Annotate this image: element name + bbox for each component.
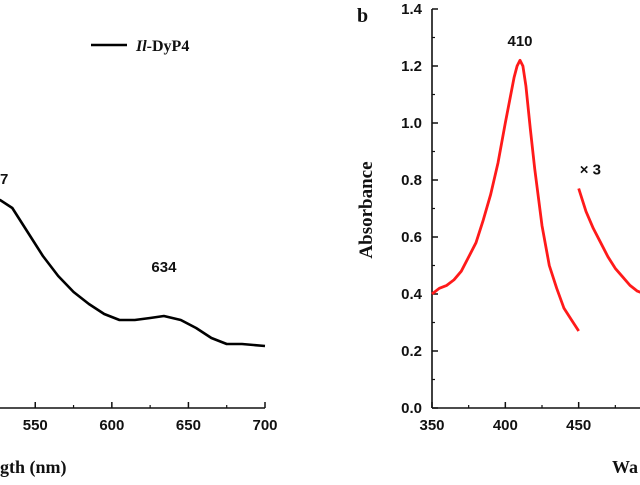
panel-b-annotation-3: × 3 (580, 161, 601, 178)
panel-b-x-axis-title: Wa (612, 457, 638, 477)
panel-b-x-ticks: 350 400 450 (419, 402, 616, 434)
panel-a-legend: Il-DyP4 (91, 38, 189, 55)
panel-a-x-tick-label-700: 700 (252, 417, 277, 434)
panel-b-y-tick-label-0-6: 0.6 (401, 229, 422, 246)
panel-a-x-ticks: 550 600 650 700 (23, 402, 278, 434)
panel-b-y-ticks: 0.0 0.2 0.4 0.6 0.8 1.0 1.2 1.4 (401, 1, 438, 417)
panel-a-x-tick-label-600: 600 (99, 417, 124, 434)
panel-a-annotation-634: 634 (151, 259, 177, 276)
panel-b: b 350 400 450 0.0 0.2 0.4 0.6 0.8 1.0 1.2 1.4 Abs… (356, 1, 640, 477)
panel-b-x-tick-label-350: 350 (419, 417, 444, 434)
panel-a-annotations: 27 634 (0, 171, 177, 276)
panel-b-y-tick-label-1-2: 1.2 (401, 58, 422, 75)
legend-label-il-dyp4: Il-DyP4 (135, 38, 189, 55)
legend-label-italic: Il (135, 38, 147, 55)
panel-b-y-tick-label-1-4: 1.4 (401, 1, 423, 18)
panel-b-annotations: 410 × 3 (507, 33, 601, 178)
panel-a-x-tick-label-550: 550 (23, 417, 48, 434)
panel-a-series (0, 198, 266, 348)
panel-b-x-tick-label-400: 400 (493, 417, 518, 434)
series-line-soret-band (431, 58, 580, 332)
panel-b-annotation-410: 410 (507, 33, 532, 50)
panel-a-annotation-27: 27 (0, 171, 8, 188)
panel-b-y-tick-label-0-4: 0.4 (401, 286, 423, 303)
panel-b-y-axis-title: Absorbance (356, 161, 377, 258)
panel-a-x-axis-title: gth (nm) (0, 457, 67, 478)
panel-b-y-tick-label-0-2: 0.2 (401, 343, 422, 360)
panel-b-y-tick-label-0-0: 0.0 (401, 400, 422, 417)
panel-b-y-tick-label-1-0: 1.0 (401, 115, 422, 132)
panel-a: 550 600 650 700 gth (nm) 27 634 Il-DyP4 (0, 38, 278, 478)
panel-b-y-tick-label-0-8: 0.8 (401, 172, 422, 189)
panel-b-series (431, 58, 640, 332)
legend-label-suffix: -DyP4 (147, 38, 190, 55)
series-line-il-dyp4 (0, 198, 266, 348)
panel-b-x-tick-label-450: 450 (566, 417, 591, 434)
panel-a-x-tick-label-650: 650 (176, 417, 201, 434)
series-line-visible-region-3 (577, 188, 640, 294)
panel-b-label: b (357, 5, 368, 27)
